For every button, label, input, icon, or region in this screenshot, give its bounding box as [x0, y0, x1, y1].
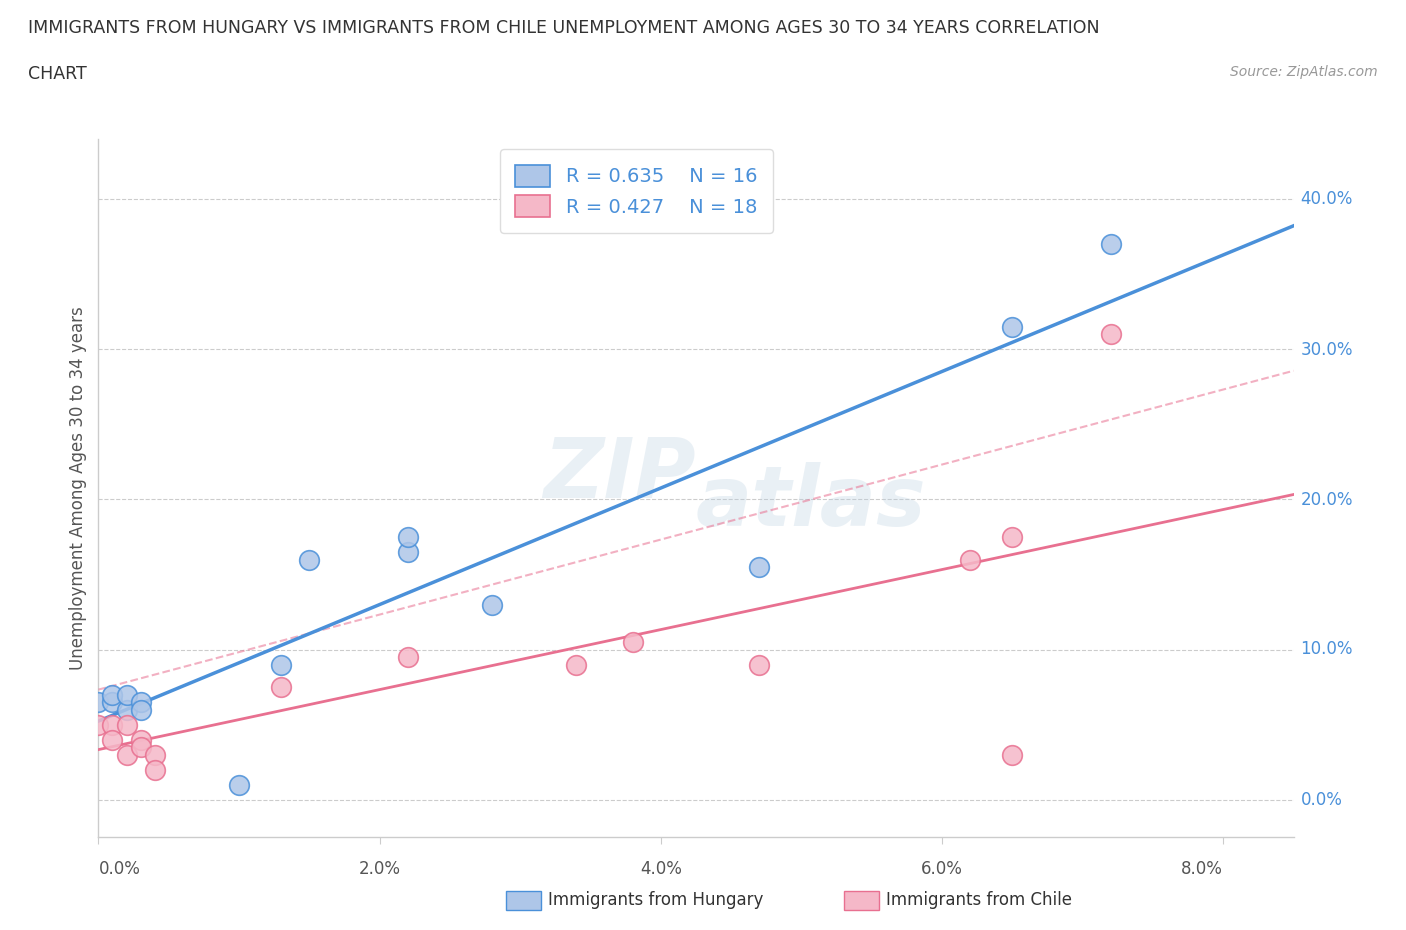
Point: [396, 649, 419, 664]
Point: [129, 695, 152, 710]
Text: 2.0%: 2.0%: [359, 860, 401, 878]
Point: [621, 634, 644, 649]
Point: [101, 695, 124, 710]
Point: [101, 687, 124, 702]
Legend: R = 0.635    N = 16, R = 0.427    N = 18: R = 0.635 N = 16, R = 0.427 N = 18: [499, 149, 773, 233]
Point: [396, 545, 419, 560]
Point: [129, 739, 152, 754]
Point: [396, 529, 419, 544]
Point: [115, 702, 138, 717]
Point: [115, 687, 138, 702]
Text: 40.0%: 40.0%: [1301, 191, 1353, 208]
Point: [1001, 529, 1024, 544]
Point: [143, 747, 166, 762]
Point: [115, 717, 138, 732]
Y-axis label: Unemployment Among Ages 30 to 34 years: Unemployment Among Ages 30 to 34 years: [69, 306, 87, 671]
Point: [115, 747, 138, 762]
Point: [87, 717, 110, 732]
Text: Immigrants from Chile: Immigrants from Chile: [886, 891, 1071, 910]
Text: 30.0%: 30.0%: [1301, 340, 1353, 358]
Point: [1099, 327, 1122, 342]
Point: [143, 762, 166, 777]
Text: 0.0%: 0.0%: [1301, 790, 1343, 808]
Text: 8.0%: 8.0%: [1181, 860, 1223, 878]
Point: [129, 732, 152, 747]
Point: [129, 702, 152, 717]
Point: [270, 658, 292, 672]
Text: ZIP: ZIP: [543, 433, 696, 515]
Text: Source: ZipAtlas.com: Source: ZipAtlas.com: [1230, 65, 1378, 79]
Text: IMMIGRANTS FROM HUNGARY VS IMMIGRANTS FROM CHILE UNEMPLOYMENT AMONG AGES 30 TO 3: IMMIGRANTS FROM HUNGARY VS IMMIGRANTS FR…: [28, 19, 1099, 36]
Text: atlas: atlas: [696, 461, 927, 543]
Point: [959, 552, 981, 567]
Point: [1099, 237, 1122, 252]
Text: 4.0%: 4.0%: [640, 860, 682, 878]
Point: [481, 597, 503, 612]
Point: [748, 560, 770, 575]
Text: Immigrants from Hungary: Immigrants from Hungary: [548, 891, 763, 910]
Point: [1001, 747, 1024, 762]
Point: [101, 717, 124, 732]
Point: [565, 658, 588, 672]
Text: CHART: CHART: [28, 65, 87, 83]
Text: 0.0%: 0.0%: [98, 860, 141, 878]
Point: [87, 695, 110, 710]
Point: [1001, 320, 1024, 335]
Point: [298, 552, 321, 567]
Point: [270, 680, 292, 695]
Text: 6.0%: 6.0%: [921, 860, 963, 878]
Text: 20.0%: 20.0%: [1301, 490, 1353, 509]
Point: [228, 777, 250, 792]
Point: [101, 732, 124, 747]
Text: 10.0%: 10.0%: [1301, 641, 1353, 658]
Point: [748, 658, 770, 672]
